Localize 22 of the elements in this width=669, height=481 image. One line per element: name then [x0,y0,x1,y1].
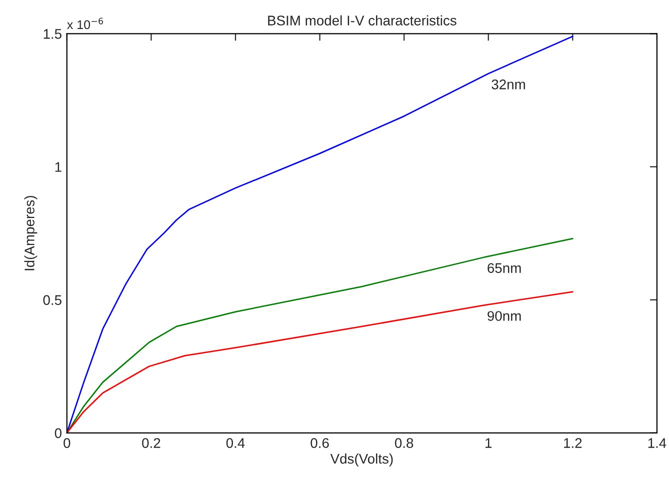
line-series [66,291,574,433]
y-axis-title: Id(Amperes) [24,196,38,270]
x-tick-label: 0 [64,438,70,448]
x-tick-label: 1 [486,438,492,448]
x-tick-label: 0.8 [394,438,414,448]
series-label: 65nm [488,263,521,273]
x-axis-title: Vds(Volts) [330,453,393,466]
y-tick-label: 0.5 [43,295,62,305]
series-label: 32nm [492,80,525,90]
text: x 10$^{−6}$ [67,18,103,30]
x-tick-label: 0.2 [142,438,160,448]
x-tick-label: 0.6 [310,438,329,448]
x-tick-label: 1.4 [648,438,666,448]
y-tick-label: 1 [55,162,62,172]
chart-title: BSIM model I-V characteristics [268,15,456,26]
x-tick-label: 1.2 [564,438,582,448]
x-tick-label: 0.4 [226,438,245,448]
y-tick-label: 1.5 [44,29,62,39]
series-label: 90nm [488,311,521,321]
line-series [66,238,574,433]
line-series [66,36,574,433]
y-tick-label: 0 [54,428,62,438]
